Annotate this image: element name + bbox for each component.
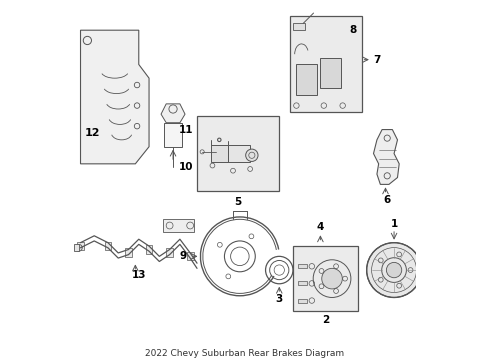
Bar	[197, 116, 279, 191]
Bar	[298, 282, 307, 285]
Polygon shape	[80, 30, 149, 164]
Text: 2: 2	[322, 315, 329, 325]
Bar	[163, 219, 194, 232]
Text: 1: 1	[391, 219, 398, 229]
Bar	[296, 64, 317, 95]
Bar	[165, 123, 182, 147]
Circle shape	[387, 262, 402, 278]
Text: 3: 3	[276, 294, 283, 304]
Text: 9: 9	[180, 251, 187, 261]
Bar	[228, 145, 250, 162]
Text: 6: 6	[384, 195, 391, 205]
Bar	[320, 58, 341, 89]
Text: 11: 11	[179, 125, 194, 135]
Bar	[77, 242, 84, 250]
Circle shape	[322, 268, 343, 289]
Text: 10: 10	[179, 162, 194, 172]
Text: 7: 7	[373, 55, 381, 65]
Bar	[146, 245, 152, 253]
Bar	[166, 248, 173, 257]
Polygon shape	[373, 130, 399, 184]
Bar	[290, 17, 362, 112]
Circle shape	[245, 149, 258, 161]
Circle shape	[367, 243, 421, 297]
Text: 8: 8	[349, 25, 357, 35]
Bar	[211, 145, 228, 162]
Bar	[298, 298, 307, 303]
Bar	[187, 252, 194, 261]
Text: 5: 5	[235, 197, 242, 207]
Text: 13: 13	[131, 270, 146, 280]
Bar	[104, 242, 111, 250]
Bar	[125, 248, 132, 257]
Polygon shape	[161, 104, 185, 123]
Circle shape	[75, 244, 82, 251]
Text: 2022 Chevy Suburban Rear Brakes Diagram: 2022 Chevy Suburban Rear Brakes Diagram	[146, 349, 344, 358]
Text: 12: 12	[85, 128, 100, 138]
Bar	[298, 264, 307, 268]
Text: 4: 4	[317, 222, 324, 232]
Bar	[293, 246, 358, 311]
Bar	[74, 244, 79, 251]
Bar	[293, 23, 305, 30]
